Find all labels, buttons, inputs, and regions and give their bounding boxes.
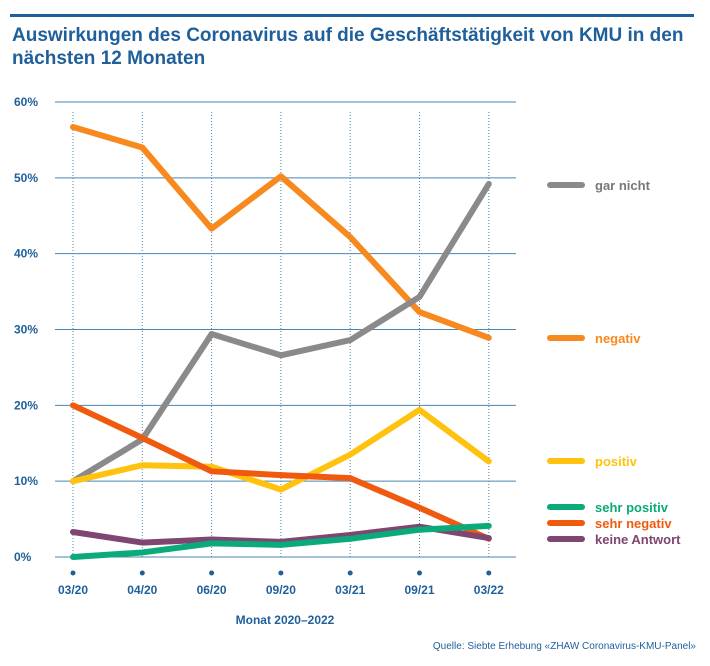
- x-tick-label: 09/21: [404, 583, 434, 597]
- x-tick-dot: [209, 570, 215, 576]
- x-tick-label: 09/20: [266, 583, 296, 597]
- x-tick-dot: [486, 570, 492, 576]
- legend-label: sehr positiv: [595, 500, 669, 515]
- x-tick-dot: [278, 570, 284, 576]
- series-line-positiv: [70, 406, 492, 493]
- x-tick-label: 03/22: [474, 583, 504, 597]
- series-line-keine-Antwort: [70, 523, 492, 546]
- x-tick-dot: [70, 570, 76, 576]
- source-note: Quelle: Siebte Erhebung «ZHAW Coronaviru…: [432, 641, 696, 652]
- legend-label: gar nicht: [595, 178, 651, 193]
- x-tick-label: 03/20: [58, 583, 88, 597]
- x-tick-dot: [139, 570, 145, 576]
- series-line-sehr-negativ: [70, 402, 492, 542]
- y-tick-label: 50%: [14, 171, 38, 185]
- x-tick-label: 06/20: [197, 583, 227, 597]
- y-tick-label: 30%: [14, 323, 38, 337]
- series-line-sehr-positiv: [70, 522, 492, 560]
- x-tick-label: 04/20: [127, 583, 157, 597]
- legend-label: sehr negativ: [595, 516, 672, 531]
- y-tick-label: 20%: [14, 398, 38, 412]
- top-rule: [10, 14, 694, 17]
- y-tick-label: 60%: [14, 95, 38, 109]
- y-tick-label: 40%: [14, 247, 38, 261]
- y-tick-label: 10%: [14, 474, 38, 488]
- x-tick-dot: [417, 570, 422, 576]
- y-tick-label: 0%: [14, 550, 32, 564]
- legend-label: keine Antwort: [595, 532, 681, 547]
- x-tick-dot: [347, 570, 353, 576]
- legend-label: negativ: [595, 331, 641, 346]
- legend-label: positiv: [595, 454, 638, 469]
- x-axis-label: Monat 2020–2022: [236, 613, 335, 627]
- chart-title: Auswirkungen des Coronavirus auf die Ges…: [12, 25, 684, 69]
- x-tick-label: 03/21: [335, 583, 365, 597]
- series-line-negativ: [70, 124, 492, 341]
